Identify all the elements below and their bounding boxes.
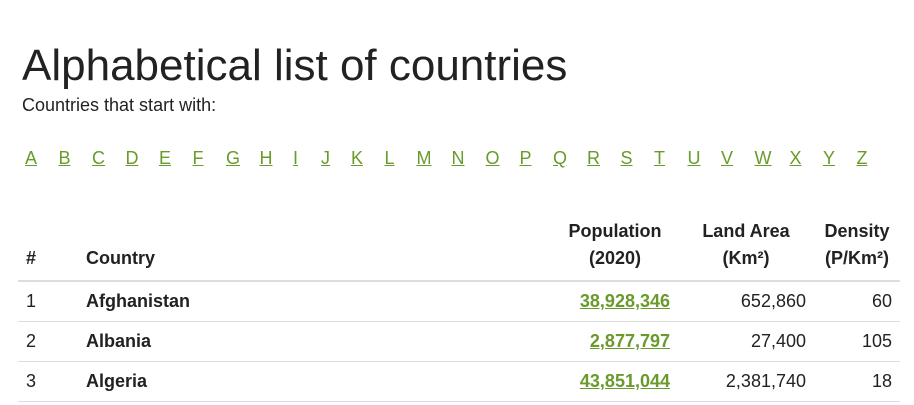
letter-link-c[interactable]: C <box>92 147 126 169</box>
letter-link-b[interactable]: B <box>59 147 93 169</box>
row-land-area: 27,400 <box>678 322 814 362</box>
table-row: 1 Afghanistan 38,928,346 652,860 60 <box>18 281 900 322</box>
letter-link-y[interactable]: Y <box>823 147 857 169</box>
letter-link-z[interactable]: Z <box>857 147 891 169</box>
letter-link-u[interactable]: U <box>688 147 722 169</box>
letter-link-g[interactable]: G <box>226 147 260 169</box>
letter-link-e[interactable]: E <box>159 147 193 169</box>
header-density-unit: (P/Km²) <box>825 248 889 268</box>
letter-link-k[interactable]: K <box>351 147 385 169</box>
header-population-label: Population <box>569 221 662 241</box>
letter-link-m[interactable]: M <box>417 147 452 169</box>
header-land-area-unit: (Km²) <box>723 248 770 268</box>
header-country: Country <box>78 218 552 281</box>
row-land-area: 2,381,740 <box>678 362 814 402</box>
row-density: 105 <box>814 322 900 362</box>
letter-link-q[interactable]: Q <box>553 147 587 169</box>
row-country: Afghanistan <box>78 281 552 322</box>
letter-link-r[interactable]: R <box>587 147 621 169</box>
letter-link-v[interactable]: V <box>721 147 755 169</box>
header-number: # <box>18 218 78 281</box>
letter-link-w[interactable]: W <box>755 147 790 169</box>
row-density: 60 <box>814 281 900 322</box>
header-land-area-label: Land Area <box>702 221 789 241</box>
letter-link-x[interactable]: X <box>790 147 824 169</box>
page-title: Alphabetical list of countries <box>22 41 567 91</box>
countries-table: # Country Population (2020) Land Area (K… <box>18 218 900 402</box>
row-density: 18 <box>814 362 900 402</box>
population-link[interactable]: 43,851,044 <box>580 371 670 391</box>
letters-intro-text: Countries that start with: <box>22 95 216 115</box>
letter-link-h[interactable]: H <box>260 147 294 169</box>
letter-link-s[interactable]: S <box>621 147 655 169</box>
letter-link-a[interactable]: A <box>25 147 59 169</box>
letter-link-d[interactable]: D <box>126 147 160 169</box>
row-country: Albania <box>78 322 552 362</box>
table-header-row: # Country Population (2020) Land Area (K… <box>18 218 900 281</box>
header-density: Density (P/Km²) <box>814 218 900 281</box>
table-row: 3 Algeria 43,851,044 2,381,740 18 <box>18 362 900 402</box>
header-population: Population (2020) <box>552 218 678 281</box>
population-link[interactable]: 38,928,346 <box>580 291 670 311</box>
header-land-area: Land Area (Km²) <box>678 218 814 281</box>
row-number: 1 <box>18 281 78 322</box>
letter-link-p[interactable]: P <box>520 147 554 169</box>
letter-link-l[interactable]: L <box>385 147 417 169</box>
letter-link-n[interactable]: N <box>452 147 486 169</box>
letter-link-o[interactable]: O <box>486 147 520 169</box>
letter-link-j[interactable]: J <box>321 147 351 169</box>
letter-link-i[interactable]: I <box>293 147 321 169</box>
letter-link-t[interactable]: T <box>654 147 688 169</box>
table-row: 2 Albania 2,877,797 27,400 105 <box>18 322 900 362</box>
letter-link-f[interactable]: F <box>193 147 227 169</box>
row-land-area: 652,860 <box>678 281 814 322</box>
row-number: 2 <box>18 322 78 362</box>
header-population-year: (2020) <box>589 248 641 268</box>
header-density-label: Density <box>824 221 889 241</box>
row-number: 3 <box>18 362 78 402</box>
population-link[interactable]: 2,877,797 <box>590 331 670 351</box>
row-country: Algeria <box>78 362 552 402</box>
